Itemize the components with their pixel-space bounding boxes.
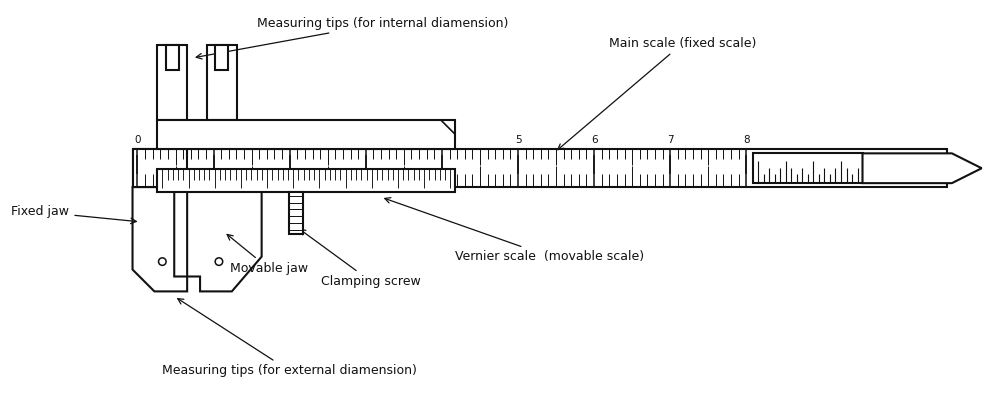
Bar <box>157 120 455 149</box>
Text: 2: 2 <box>286 136 293 145</box>
Bar <box>157 169 455 192</box>
Bar <box>133 149 187 187</box>
Text: 4: 4 <box>439 136 445 145</box>
Text: Clamping screw: Clamping screw <box>300 229 421 288</box>
Text: Movable jaw: Movable jaw <box>227 234 308 275</box>
Text: Fixed jaw: Fixed jaw <box>11 206 136 224</box>
Text: 5: 5 <box>515 136 521 145</box>
Text: 8: 8 <box>743 136 750 145</box>
Polygon shape <box>187 187 262 291</box>
Text: 6: 6 <box>591 136 597 145</box>
Bar <box>753 153 863 183</box>
Text: Main scale (fixed scale): Main scale (fixed scale) <box>558 37 757 150</box>
Text: 0: 0 <box>134 136 141 145</box>
Bar <box>207 45 237 120</box>
Text: Vernier scale  (movable scale): Vernier scale (movable scale) <box>385 198 644 263</box>
Text: 1: 1 <box>210 136 217 145</box>
Text: Measuring tips (for external diamension): Measuring tips (for external diamension) <box>162 299 417 377</box>
Text: 3: 3 <box>362 136 369 145</box>
Text: Measuring tips (for internal diamension): Measuring tips (for internal diamension) <box>196 17 508 59</box>
Bar <box>157 45 187 120</box>
Circle shape <box>159 258 166 265</box>
Text: 7: 7 <box>667 136 674 145</box>
Polygon shape <box>133 187 187 291</box>
Polygon shape <box>863 153 982 183</box>
Bar <box>215 45 228 70</box>
Bar <box>166 45 179 70</box>
Circle shape <box>215 258 223 265</box>
Bar <box>289 192 303 234</box>
Bar <box>133 149 947 187</box>
